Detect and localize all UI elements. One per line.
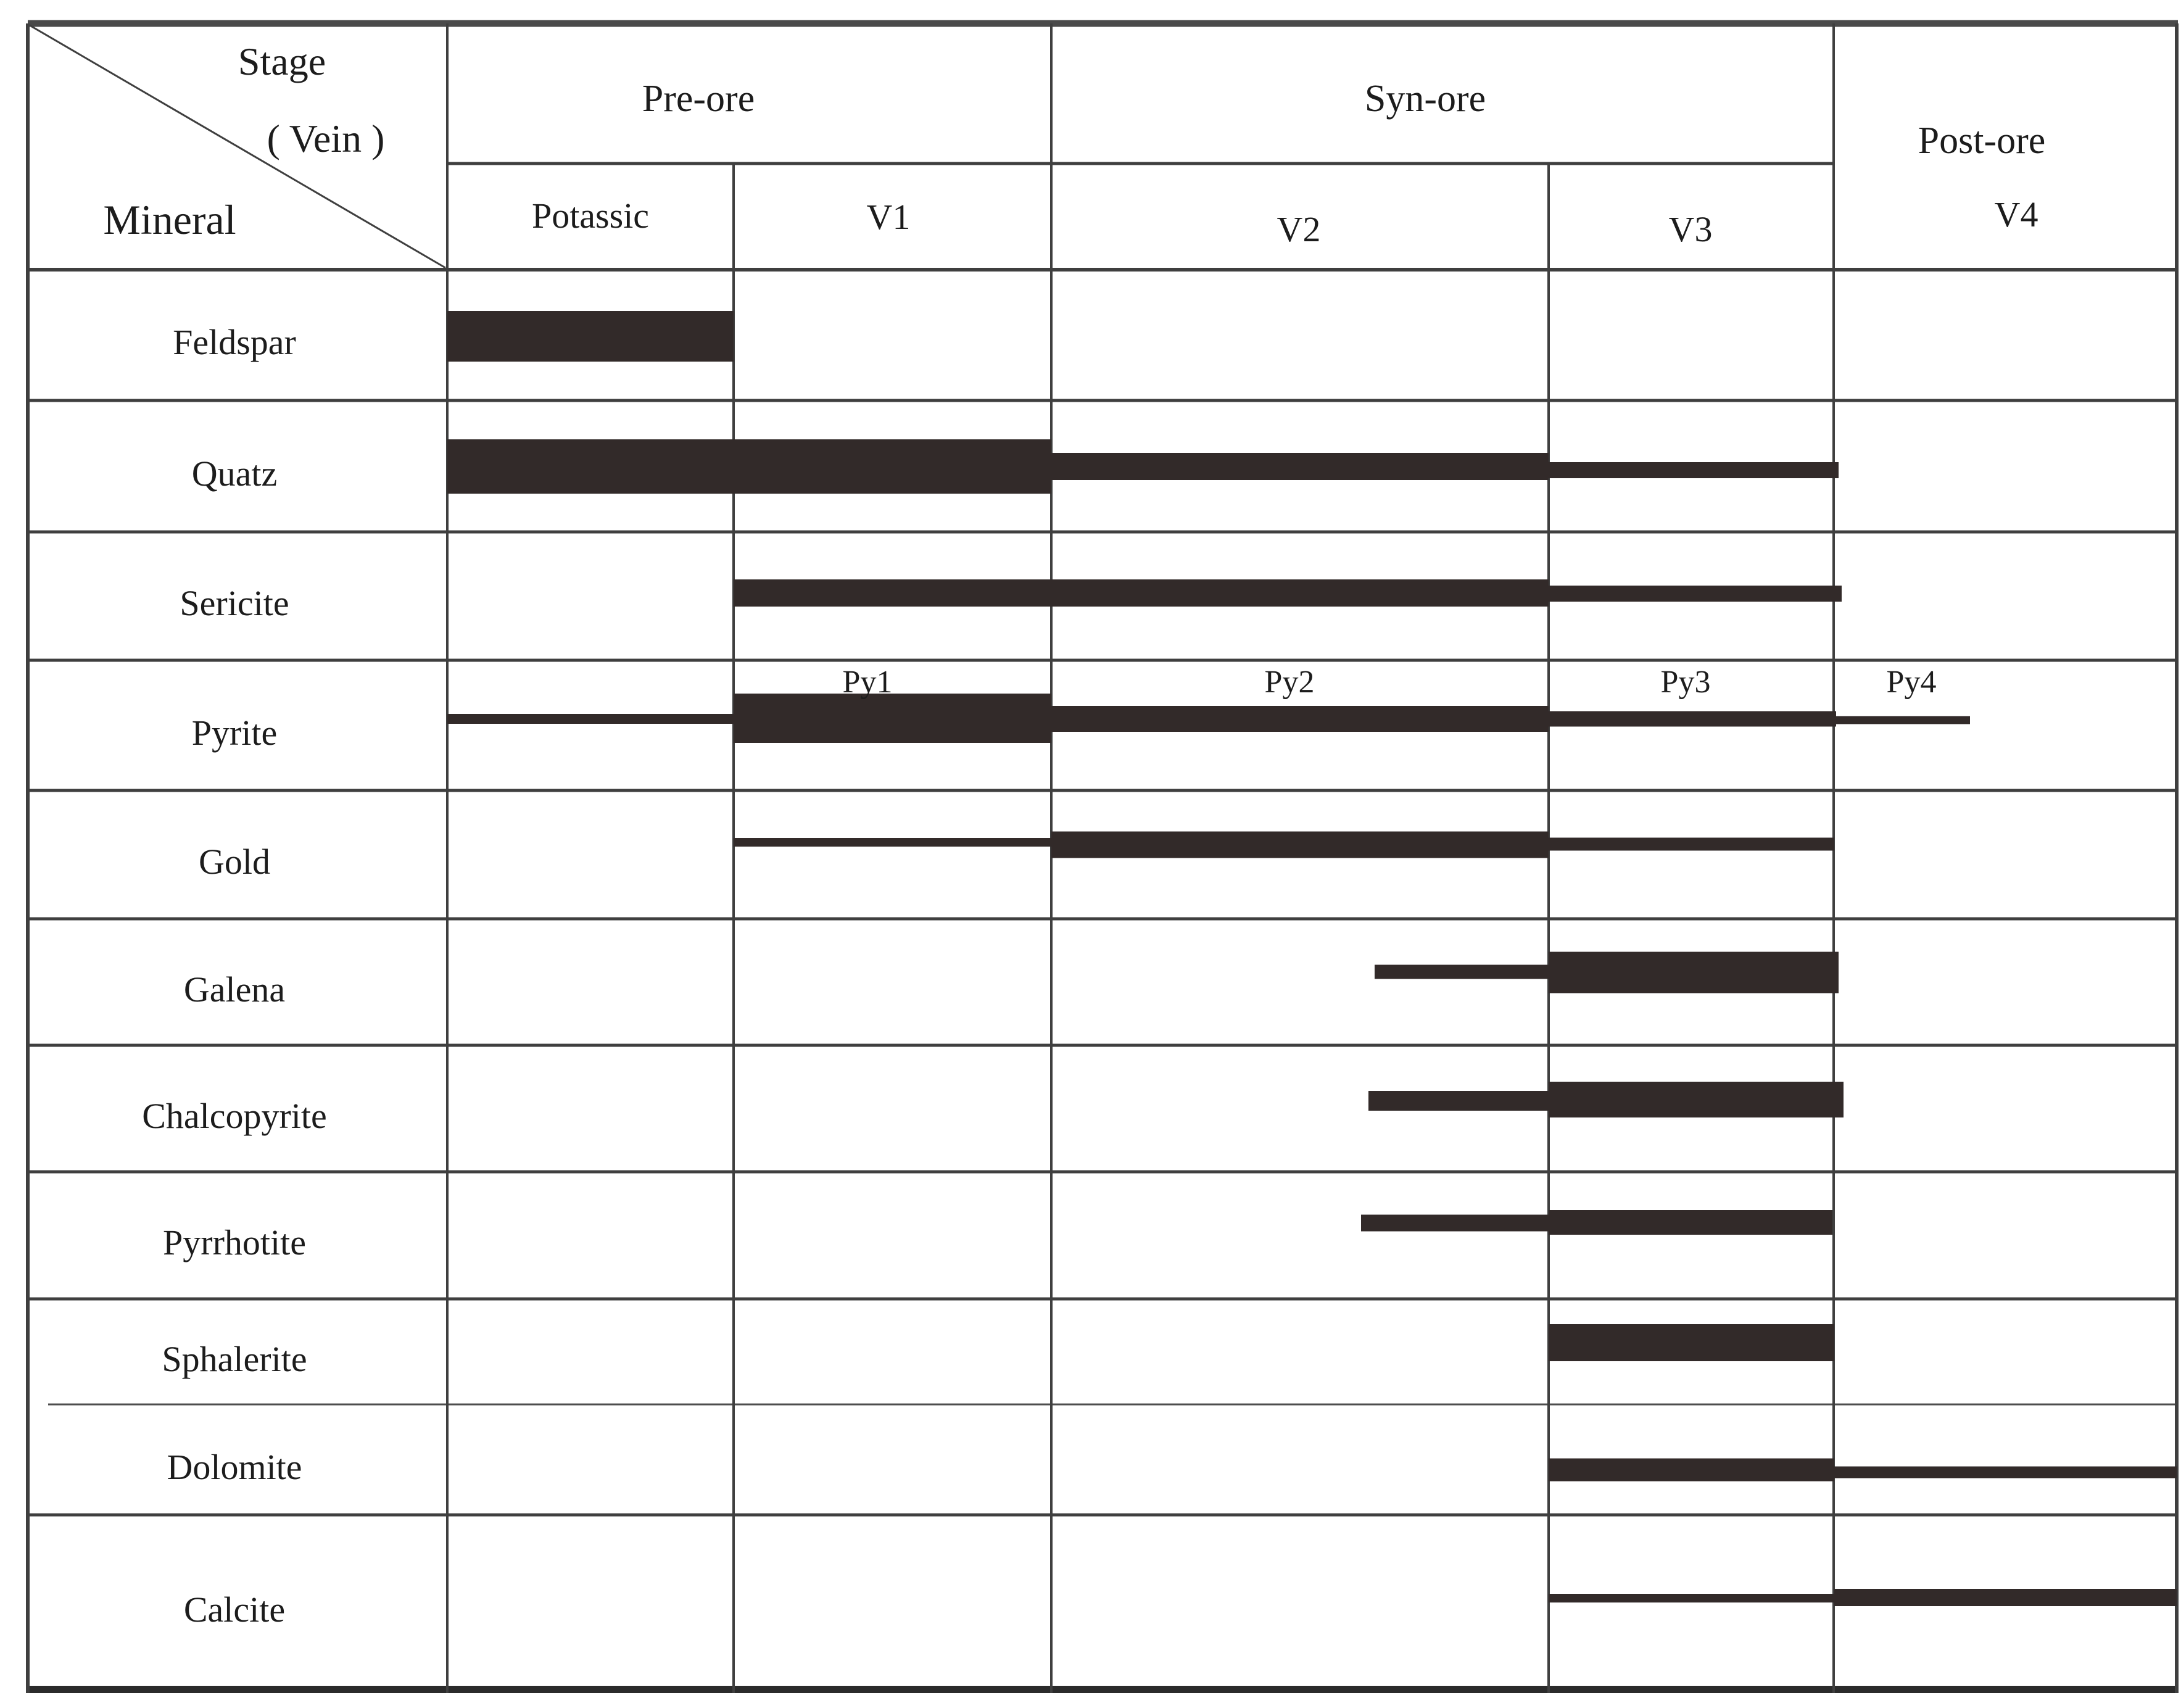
corner-diagonal-line	[29, 24, 446, 269]
occurrence-bar	[734, 838, 1051, 847]
grid-vline	[26, 23, 30, 1693]
stage-group-label: Syn-ore	[1364, 78, 1486, 120]
occurrence-bar	[1051, 831, 1549, 858]
grid-hline	[28, 1170, 2178, 1174]
pyrite-generation-label: Py2	[1264, 665, 1315, 700]
occurrence-bar	[1549, 1458, 1834, 1482]
stage-group-label: Post-ore	[1918, 120, 2046, 162]
occurrence-bar	[734, 579, 1549, 607]
occurrence-bar	[447, 439, 1051, 494]
vein-column-label: V1	[866, 197, 911, 237]
occurrence-bar	[1051, 453, 1549, 480]
corner-stage-label: Stage	[238, 39, 326, 83]
grid-hline	[28, 1297, 2178, 1301]
occurrence-bar	[1375, 964, 1549, 979]
vein-column-label: Potassic	[531, 196, 650, 236]
grid-vline	[1050, 23, 1053, 1693]
mineral-row-label: Calcite	[183, 1589, 286, 1630]
vein-column-label: V3	[1668, 209, 1713, 249]
occurrence-bar	[1051, 706, 1549, 732]
grid-hline	[28, 399, 2178, 402]
occurrence-bar	[1549, 1594, 1834, 1602]
mineral-row-label: Pyrrhotite	[163, 1222, 306, 1262]
occurrence-bar	[1361, 1214, 1549, 1232]
stage-group-label: Pre-ore	[642, 78, 755, 120]
occurrence-bar	[447, 311, 734, 362]
mineral-row-label: Feldspar	[173, 322, 296, 362]
grid-hline	[28, 658, 2178, 662]
grid-vline	[1547, 164, 1550, 1693]
vein-column-label: V2	[1277, 209, 1321, 249]
mineral-row-label: Galena	[183, 969, 286, 1009]
grid-hline	[28, 1513, 2178, 1517]
grid-vline	[1832, 23, 1835, 1693]
pyrite-generation-label: Py1	[842, 665, 893, 700]
occurrence-bar	[1549, 1324, 1834, 1361]
grid-hline	[28, 268, 2178, 272]
mineral-row-label: Chalcopyrite	[142, 1095, 327, 1136]
corner-vein-label: ( Vein )	[267, 117, 385, 160]
grid-hline	[28, 20, 2178, 27]
grid-hline	[28, 917, 2178, 921]
occurrence-bar	[1549, 837, 1834, 851]
occurrence-bar	[447, 714, 734, 724]
grid-vline	[2175, 23, 2179, 1693]
grid-hline	[28, 789, 2178, 792]
mineral-row-label: Dolomite	[167, 1446, 302, 1487]
grid-hline	[28, 530, 2178, 534]
corner-mineral-label: Mineral	[103, 196, 236, 243]
occurrence-bar	[1836, 716, 1970, 724]
pyrite-generation-label: Py4	[1886, 665, 1937, 700]
grid-hline	[48, 1403, 2178, 1406]
vein-column-label: V4	[1994, 194, 2038, 234]
occurrence-bar	[1549, 1082, 1844, 1117]
occurrence-bar	[1834, 1466, 2177, 1478]
mineral-row-label: Pyrite	[191, 712, 278, 753]
occurrence-bar	[1549, 586, 1842, 602]
occurrence-bar	[1549, 711, 1836, 727]
pyrite-generation-label: Py3	[1660, 665, 1711, 700]
mineral-row-label: Sphalerite	[162, 1338, 307, 1379]
occurrence-bar	[1549, 951, 1839, 993]
grid-vline	[446, 23, 449, 1693]
grid-hline	[28, 1686, 2178, 1693]
occurrence-bar	[1368, 1091, 1549, 1111]
occurrence-bar	[734, 694, 1051, 743]
occurrence-bar	[1549, 462, 1839, 478]
grid-hline	[447, 162, 1834, 165]
grid-hline	[28, 1043, 2178, 1047]
mineral-row-label: Gold	[199, 842, 270, 882]
grid-vline	[732, 164, 735, 1693]
occurrence-bar	[1549, 1210, 1832, 1235]
occurrence-bar	[1834, 1589, 2177, 1606]
mineral-row-label: Quatz	[191, 453, 278, 494]
mineral-row-label: Sericite	[180, 583, 289, 623]
